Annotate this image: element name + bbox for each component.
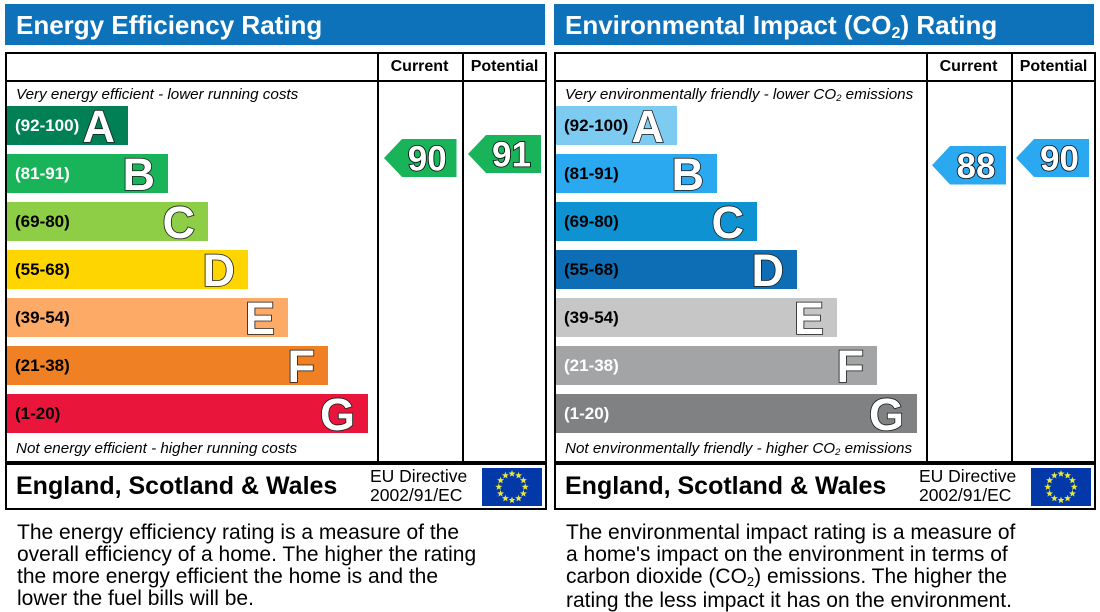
svg-text:B: B [672,149,705,200]
svg-text:91: 91 [492,136,531,174]
svg-text:F: F [288,341,316,392]
svg-text:C: C [163,197,196,248]
svg-text:90: 90 [408,139,447,177]
svg-text:G: G [869,389,904,440]
svg-text:G: G [320,389,355,440]
svg-text:88: 88 [956,147,995,185]
svg-text:E: E [794,293,824,344]
svg-text:90: 90 [1040,139,1079,177]
svg-text:A: A [83,101,116,152]
svg-text:D: D [752,245,785,296]
svg-text:C: C [712,197,745,248]
svg-text:E: E [245,293,275,344]
svg-text:D: D [203,245,236,296]
svg-text:A: A [632,101,665,152]
svg-text:B: B [123,149,156,200]
svg-text:F: F [837,341,865,392]
